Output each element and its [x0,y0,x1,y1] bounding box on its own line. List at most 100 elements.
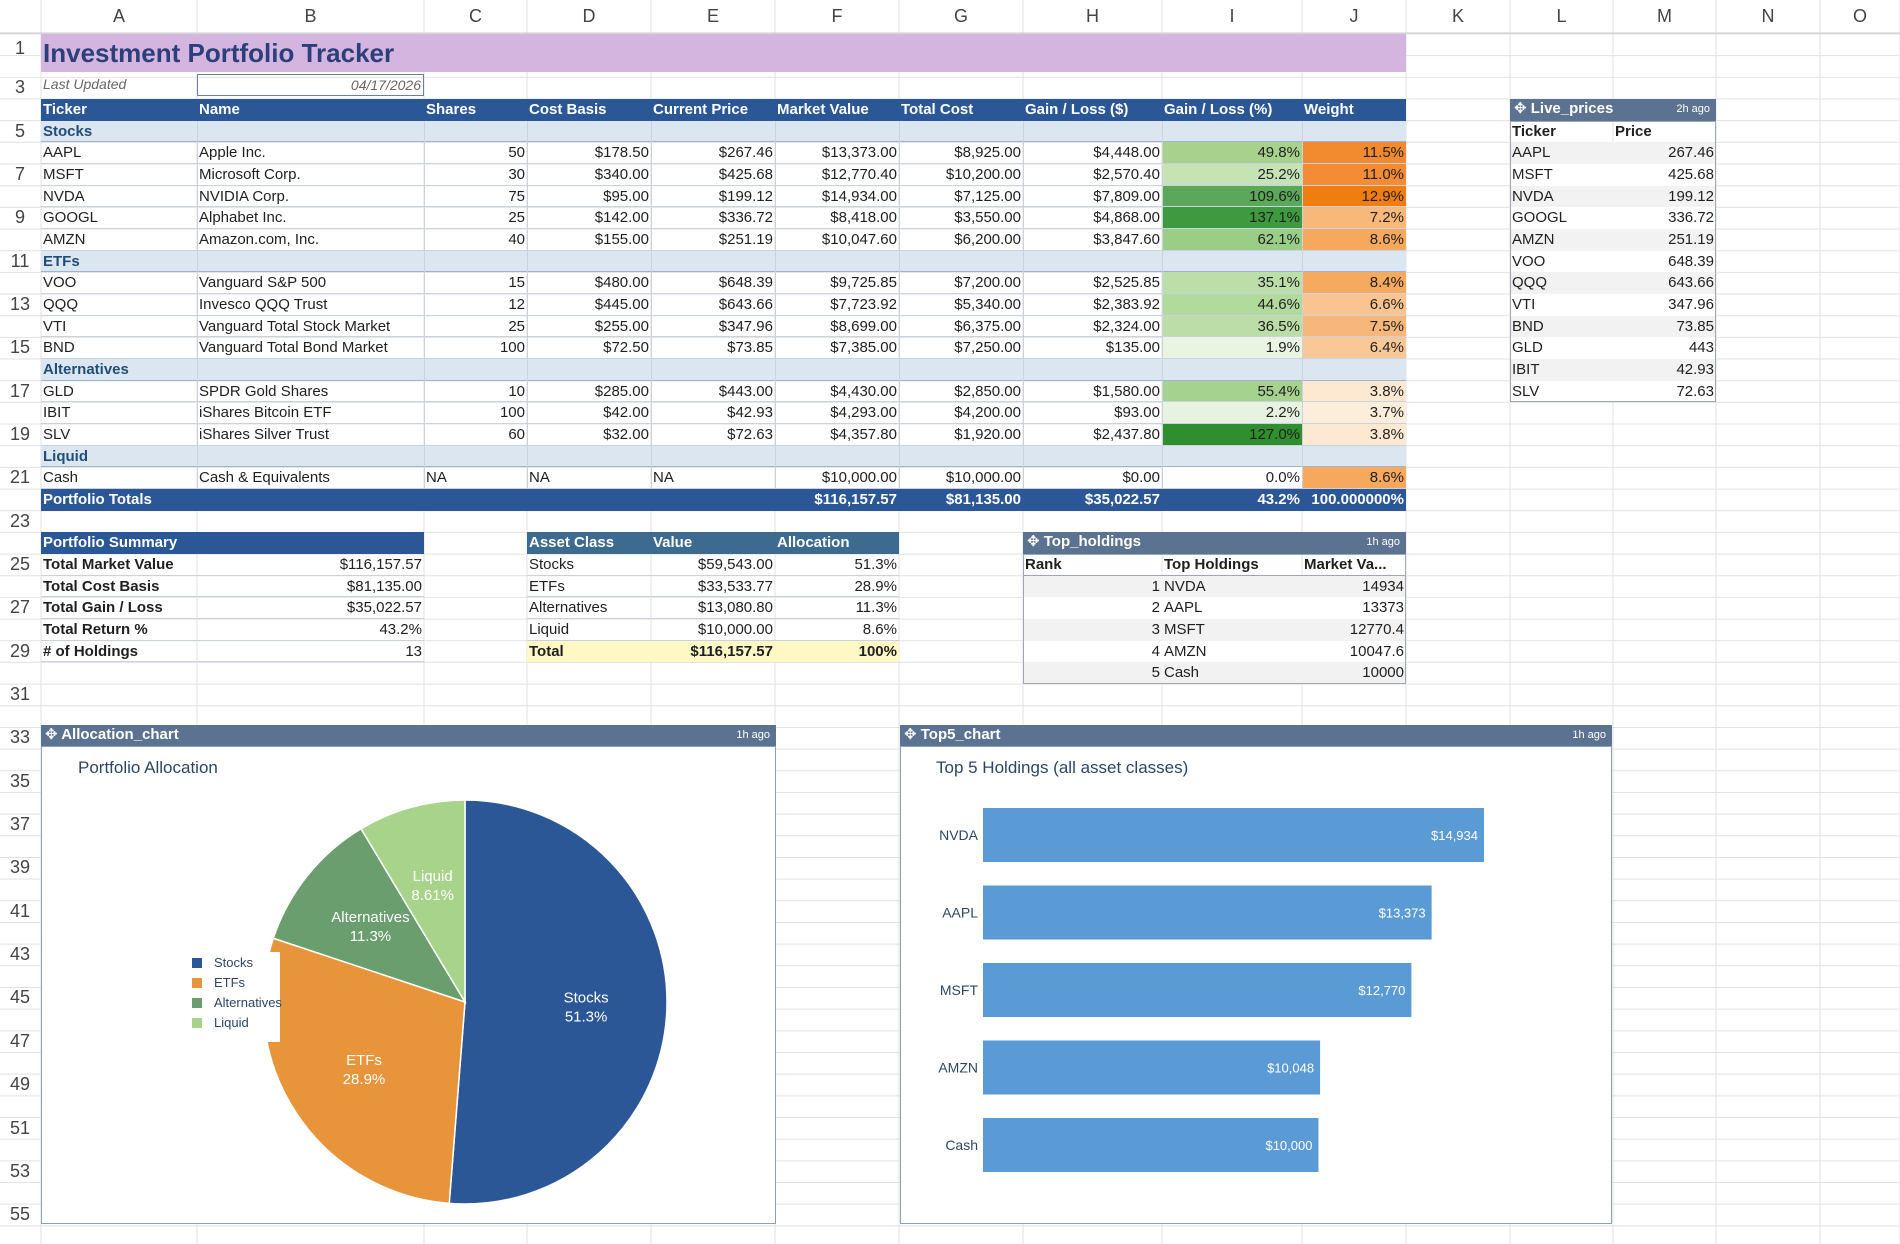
group-row-liquid[interactable]: Liquid [41,445,1406,468]
live-price-value[interactable]: 648.39 [1613,250,1716,273]
holding-market-value[interactable]: $9,725.85 [830,274,897,292]
holding-weight[interactable]: 3.8% [1302,380,1406,403]
holding-market-value[interactable]: $7,385.00 [830,339,897,357]
holding-shares[interactable]: 15 [508,274,525,292]
top-holding-ticker[interactable]: AMZN [1162,640,1302,663]
row-header-39[interactable]: 39 [9,857,31,878]
row-header-55[interactable]: 55 [9,1204,31,1225]
holding-name[interactable]: Apple Inc. [199,144,266,162]
holdings-col-header[interactable]: Ticker [43,101,87,118]
holding-gain-loss[interactable]: $4,448.00 [1093,144,1160,162]
holding-cost-basis[interactable]: $340.00 [594,166,649,184]
holding-cost-basis[interactable]: $155.00 [594,231,649,249]
row-header-47[interactable]: 47 [9,1030,31,1051]
holding-market-value[interactable]: $7,723.92 [830,296,897,314]
holding-cost-basis[interactable]: $142.00 [594,209,649,227]
holdings-col-header[interactable]: Gain / Loss (%) [1164,101,1273,118]
holding-gain-loss-pct[interactable]: 49.8% [1162,142,1302,164]
live-price-value[interactable]: 443 [1613,337,1716,360]
totals-gain-loss-pct[interactable]: 43.2% [1257,491,1300,509]
asset-class-total-label[interactable]: Total [527,640,651,663]
row-header-25[interactable]: 25 [9,554,31,575]
holding-shares[interactable]: 30 [508,166,525,184]
holding-current-price[interactable]: $199.12 [718,187,773,205]
holding-gain-loss[interactable]: $2,525.85 [1093,274,1160,292]
top-holding-market-value[interactable]: 14934 [1302,575,1406,598]
holding-shares[interactable]: 12 [508,296,525,314]
holding-name[interactable]: NVIDIA Corp. [199,187,290,205]
top5-chart[interactable]: Top 5 Holdings (all asset classes) NVDA $1… [900,746,1612,1224]
holding-ticker[interactable]: SLV [43,426,71,444]
asset-class-col-header[interactable]: Asset Class [527,532,651,555]
top-holding-rank[interactable]: 2 [1023,597,1162,620]
row-header-29[interactable]: 29 [9,640,31,661]
live-price-value[interactable]: 347.96 [1613,294,1716,316]
holding-name[interactable]: Microsoft Corp. [199,166,301,184]
holding-gain-loss[interactable]: $0.00 [1122,469,1160,487]
holding-gain-loss[interactable]: $2,570.40 [1093,166,1160,184]
live-price-ticker[interactable]: VOO [1510,250,1613,273]
holding-name[interactable]: Amazon.com, Inc. [199,231,320,249]
asset-class-col-header[interactable]: Allocation [775,532,899,555]
holding-current-price[interactable]: $42.93 [727,404,773,422]
live-price-value[interactable]: 643.66 [1613,272,1716,295]
holding-current-price[interactable]: $643.66 [718,296,773,314]
totals-weight[interactable]: 100.000000% [1311,491,1404,509]
row-header-21[interactable]: 21 [9,467,31,488]
holding-total-cost[interactable]: $7,250.00 [954,339,1021,357]
holding-gain-loss-pct[interactable]: 25.2% [1162,164,1302,186]
summary-value[interactable]: $81,135.00 [197,576,424,598]
holding-weight[interactable]: 8.4% [1302,272,1406,295]
holding-gain-loss[interactable]: $2,324.00 [1093,317,1160,335]
holding-ticker[interactable]: BND [43,339,75,357]
live-price-ticker[interactable]: AAPL [1510,142,1613,164]
summary-label[interactable]: Total Market Value [41,554,197,576]
holding-ticker[interactable]: VTI [43,317,67,335]
summary-value[interactable]: 43.2% [197,619,424,641]
holding-cost-basis[interactable]: $42.00 [603,404,649,422]
holding-ticker[interactable]: IBIT [43,404,71,422]
holding-name[interactable]: Vanguard S&P 500 [199,274,327,292]
column-header-l[interactable]: L [1556,6,1567,26]
row-header-53[interactable]: 53 [9,1160,31,1181]
holding-shares[interactable]: 100 [499,404,525,422]
holding-weight[interactable]: 11.0% [1302,164,1406,186]
holding-gain-loss-pct[interactable]: 44.6% [1162,294,1302,316]
top-holding-rank[interactable]: 3 [1023,619,1162,641]
column-header-j[interactable]: J [1349,6,1359,26]
row-header-27[interactable]: 27 [9,597,31,618]
holding-gain-loss-pct[interactable]: 62.1% [1162,229,1302,251]
live-price-ticker[interactable]: GOOGL [1510,207,1613,230]
row-header-9[interactable]: 9 [14,207,25,228]
holding-name[interactable]: Alphabet Inc. [199,209,287,227]
holding-shares[interactable]: 40 [508,231,525,249]
live-price-value[interactable]: 199.12 [1613,185,1716,208]
holding-shares[interactable]: 10 [508,382,525,400]
live-price-value[interactable]: 336.72 [1613,207,1716,230]
holding-total-cost[interactable]: $1,920.00 [954,426,1021,444]
holding-weight[interactable]: 3.8% [1302,424,1406,446]
holding-gain-loss-pct[interactable]: 55.4% [1162,380,1302,403]
live-price-value[interactable]: 425.68 [1613,164,1716,186]
holding-total-cost[interactable]: $5,340.00 [954,296,1021,314]
holding-cost-basis[interactable]: $32.00 [603,426,649,444]
holding-current-price[interactable]: $425.68 [718,166,773,184]
holding-gain-loss-pct[interactable]: 0.0% [1162,467,1302,490]
holding-shares[interactable]: 25 [508,317,525,335]
top-holding-ticker[interactable]: Cash [1162,662,1302,685]
summary-label[interactable]: # of Holdings [41,641,197,663]
summary-value[interactable]: 13 [197,641,424,663]
holding-name[interactable]: Invesco QQQ Trust [199,296,328,314]
live-price-ticker[interactable]: MSFT [1510,164,1613,186]
row-header-49[interactable]: 49 [9,1074,31,1095]
asset-class-allocation[interactable]: 51.3% [775,554,899,576]
column-header-c[interactable]: C [469,6,482,26]
live-price-value[interactable]: 72.63 [1613,380,1716,403]
top-holdings-col-header[interactable]: Rank [1023,554,1162,576]
row-header-13[interactable]: 13 [9,294,31,315]
holding-gain-loss-pct[interactable]: 1.9% [1162,337,1302,360]
holding-ticker[interactable]: AAPL [43,144,82,162]
holding-market-value[interactable]: $4,430.00 [830,382,897,400]
holding-cost-basis[interactable]: $95.00 [603,187,649,205]
holding-market-value[interactable]: $4,357.80 [830,426,897,444]
